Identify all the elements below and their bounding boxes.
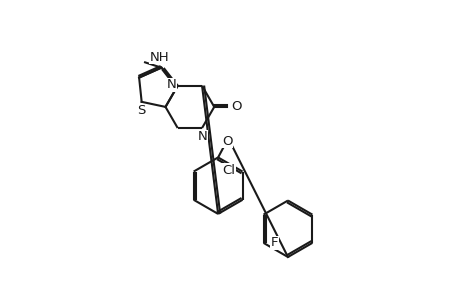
Text: O: O (221, 135, 232, 148)
Text: N: N (198, 130, 207, 143)
Text: N: N (167, 78, 176, 92)
Text: O: O (231, 100, 241, 113)
Text: S: S (137, 104, 146, 117)
Text: NH: NH (150, 50, 169, 64)
Text: F: F (270, 236, 278, 249)
Text: Cl: Cl (222, 164, 235, 177)
